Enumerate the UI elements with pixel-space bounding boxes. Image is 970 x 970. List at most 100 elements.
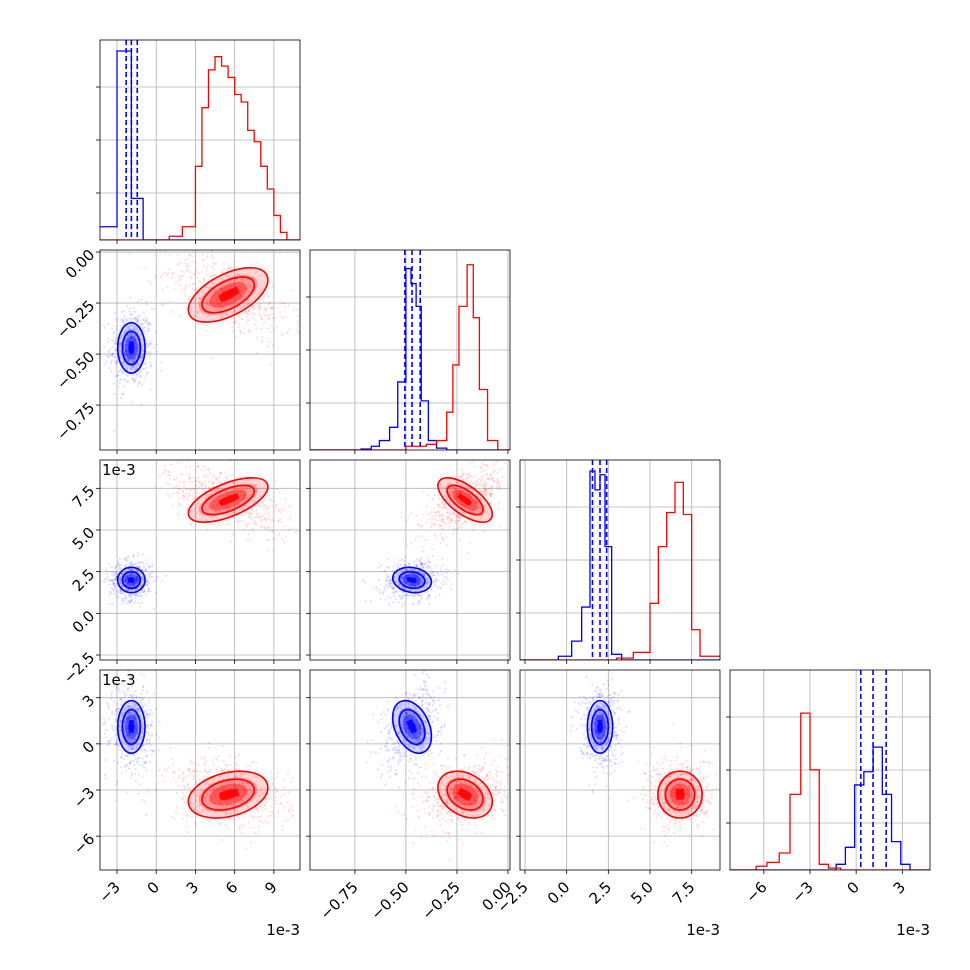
scatter-point	[427, 595, 430, 598]
density-peak	[127, 577, 135, 583]
scatter-point	[432, 580, 435, 583]
scatter-point	[242, 488, 246, 491]
scatter-point	[124, 734, 127, 737]
scatter-point	[196, 286, 199, 289]
scatter-panel-1-0	[96, 249, 301, 454]
scatter-point	[140, 560, 143, 564]
scatter-point	[127, 594, 130, 597]
scatter-point	[147, 578, 150, 581]
scatter-point	[173, 817, 176, 820]
scatter-point	[225, 491, 228, 495]
scatter-point	[404, 717, 408, 720]
scatter-point	[466, 493, 470, 496]
scatter-point	[273, 509, 276, 512]
scatter-point	[124, 564, 127, 568]
scatter-point	[388, 578, 391, 582]
scatter-point	[132, 555, 135, 558]
scatter-point	[396, 707, 399, 711]
scatter-point	[208, 821, 211, 824]
scatter-point	[390, 587, 394, 590]
scatter-point	[388, 603, 391, 606]
scatter-point	[135, 316, 138, 320]
scatter-point	[478, 795, 481, 798]
scatter-point	[210, 275, 214, 278]
scatter-point	[493, 469, 496, 472]
scatter-point	[485, 472, 489, 475]
scatter-point	[191, 760, 194, 763]
scatter-point	[439, 729, 442, 732]
scatter-point	[130, 598, 133, 601]
scatter-point	[477, 493, 480, 497]
scatter-point	[161, 288, 164, 291]
scatter-point	[205, 497, 208, 500]
scatter-point	[126, 705, 129, 709]
scatter-point	[130, 337, 133, 340]
scatter-point	[420, 588, 423, 591]
scatter-point	[133, 318, 136, 321]
scatter-point	[134, 340, 137, 344]
scatter-point	[183, 293, 186, 297]
scatter-point	[127, 733, 131, 736]
scatter-point	[269, 363, 272, 366]
scatter-point	[123, 692, 126, 695]
scatter-point	[136, 318, 139, 321]
scatter-point	[418, 602, 422, 605]
scatter-point	[250, 276, 253, 279]
scatter-point	[121, 393, 124, 396]
scatter-point	[133, 717, 136, 720]
scatter-point	[425, 504, 428, 507]
scatter-point	[162, 472, 165, 475]
scatter-point	[462, 504, 465, 507]
scatter-point	[114, 349, 117, 352]
scatter-point	[459, 502, 462, 505]
scatter-point	[130, 682, 134, 685]
scatter-point	[150, 724, 153, 727]
scatter-point	[484, 489, 487, 493]
scatter-point	[214, 812, 218, 815]
scatter-point	[406, 735, 410, 738]
scatter-point	[174, 811, 178, 815]
scatter-point	[145, 580, 148, 584]
scatter-point	[147, 321, 151, 324]
scatter-point	[379, 564, 383, 567]
scatter-point	[135, 320, 138, 324]
scatter-point	[404, 576, 408, 580]
scatter-point	[183, 262, 186, 265]
scatter-point	[421, 703, 424, 706]
scatter-point	[210, 296, 213, 299]
scatter-point	[116, 710, 119, 713]
scatter-point	[135, 731, 139, 734]
scatter-point	[393, 590, 396, 593]
scatter-point	[274, 791, 277, 794]
scatter-point	[255, 807, 259, 810]
scatter-point	[154, 591, 158, 594]
scatter-point	[133, 582, 136, 585]
scatter-point	[137, 708, 140, 711]
scatter-point	[428, 572, 431, 575]
scatter-point	[497, 480, 500, 484]
scatter-point	[145, 350, 148, 353]
scatter-point	[103, 580, 107, 583]
scatter-point	[186, 507, 189, 510]
scatter-point	[177, 784, 180, 788]
scatter-point	[425, 688, 428, 691]
scatter-point	[257, 825, 260, 828]
scatter-point	[281, 332, 284, 335]
scatter-point	[133, 704, 136, 708]
scatter-point	[275, 506, 278, 509]
scatter-point	[178, 776, 181, 779]
scatter-point	[190, 761, 193, 765]
scatter-point	[125, 576, 128, 579]
scatter-point	[140, 404, 143, 407]
scatter-point	[441, 506, 444, 510]
scatter-point	[232, 785, 235, 788]
scatter-point	[387, 770, 390, 774]
scatter-point	[132, 584, 135, 588]
scatter-point	[116, 743, 120, 746]
scatter-point	[215, 299, 218, 303]
scatter-point	[126, 755, 129, 758]
scatter-point	[135, 696, 138, 700]
scatter-point	[441, 520, 445, 523]
scatter-point	[208, 784, 212, 787]
scatter-point	[214, 262, 217, 266]
